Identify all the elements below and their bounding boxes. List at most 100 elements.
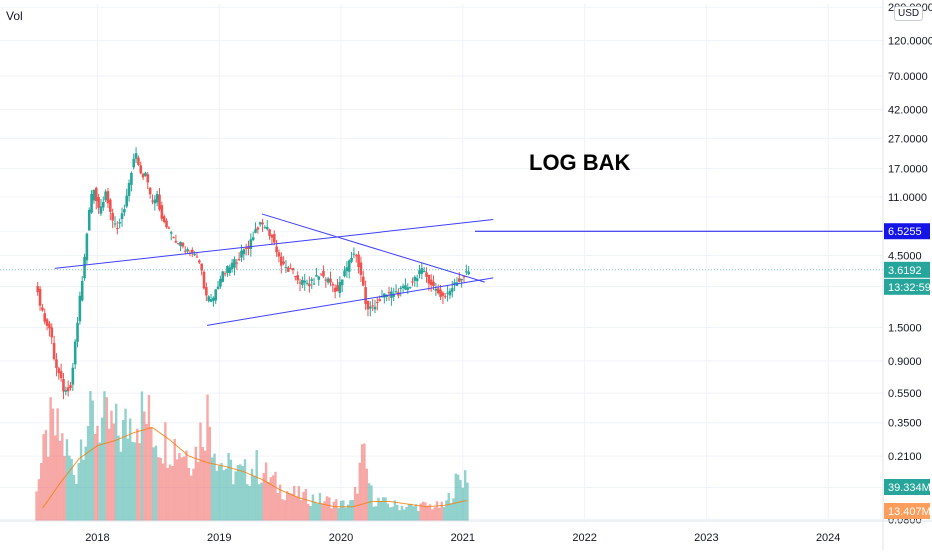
candle-body (36, 286, 40, 293)
candle-body (352, 253, 356, 255)
volume-bar (377, 497, 380, 521)
volume-bar (260, 482, 263, 521)
candle-body (193, 254, 196, 256)
volume-bar (171, 466, 174, 521)
y-tick-label: 0.3500 (888, 418, 922, 430)
volume-bar (300, 499, 303, 521)
volume-bar (129, 418, 132, 521)
candle-body (223, 273, 227, 275)
volume-bar (61, 433, 64, 521)
volume-bar (194, 446, 198, 521)
candle-body (137, 157, 140, 165)
candle-body (420, 268, 424, 274)
volume-bar (225, 468, 228, 521)
candle-body (169, 232, 173, 234)
volume-bar (126, 438, 130, 521)
candle-body (427, 274, 431, 284)
volume-bar (264, 462, 268, 521)
volume-bar (381, 497, 385, 521)
candle-body (425, 272, 428, 277)
candle-body (338, 282, 342, 294)
volume-bar (379, 501, 383, 521)
volume-bar (466, 482, 469, 521)
candle-body (101, 201, 105, 208)
volume-bar (445, 500, 448, 521)
volume-bar (119, 451, 123, 521)
volume-bar (309, 505, 312, 521)
current-price-tag-bg (884, 261, 930, 278)
candle-body (64, 390, 68, 392)
candle-body (134, 153, 138, 159)
volume-bar (374, 506, 378, 521)
volume-last-tag-bg (884, 479, 930, 495)
candle-body (312, 283, 316, 285)
volume-bar (138, 443, 141, 521)
candle-body (230, 262, 234, 269)
candle-body (251, 237, 255, 240)
x-tick-label: 2022 (572, 532, 596, 544)
volume-bar (360, 444, 364, 521)
volume-bar (281, 499, 284, 521)
candle-body (160, 205, 164, 219)
volume-bar (414, 504, 418, 521)
volume-bar (456, 474, 460, 521)
volume-bar (121, 420, 125, 521)
candle-body (116, 227, 119, 229)
volume-bar (211, 457, 214, 521)
volume-bar (255, 449, 258, 521)
volume-bar (103, 391, 106, 521)
candle-body (240, 250, 243, 258)
candle-body (141, 173, 145, 178)
currency-label[interactable]: USD (894, 6, 924, 21)
candle-body (165, 220, 168, 228)
volume-bar (168, 464, 172, 521)
volume-bar (70, 458, 73, 521)
candle-body (434, 289, 438, 291)
volume-indicator-label[interactable]: Vol (6, 9, 23, 23)
volume-bar (433, 507, 436, 521)
candle-body (183, 250, 187, 252)
candle-body (418, 270, 421, 275)
volume-bar (203, 450, 207, 521)
candle-body (376, 301, 379, 303)
candle-body (261, 222, 264, 225)
volume-bar (241, 466, 244, 521)
volume-bar (47, 456, 50, 521)
volume-bar (454, 473, 457, 521)
chart-annotation: LOG BAK (529, 150, 631, 175)
candle-body (153, 199, 157, 204)
candle-body (401, 286, 405, 289)
volume-bar (82, 459, 85, 521)
volume-bar (213, 453, 216, 521)
volume-bar (426, 505, 429, 521)
candle-body (62, 379, 65, 392)
volume-bar (182, 456, 186, 521)
volume-bar (208, 426, 212, 521)
volume-bar (215, 470, 219, 521)
volume-bar (35, 491, 38, 521)
candle-body (294, 276, 297, 278)
volume-bar (159, 457, 162, 521)
candle-body (263, 227, 267, 229)
x-tick-label: 2023 (694, 532, 718, 544)
volume-bar (353, 486, 357, 521)
candle-body (254, 229, 257, 233)
candle-body (364, 287, 367, 304)
candle-body (179, 242, 182, 247)
x-tick-label: 2021 (451, 532, 475, 544)
candle-body (176, 243, 180, 245)
volume-bar (405, 506, 408, 521)
volume-bar (276, 492, 279, 521)
volume-bar (206, 394, 209, 521)
volume-bar (185, 450, 188, 521)
candle-body (146, 174, 150, 183)
volume-bar (288, 492, 291, 521)
candle-body (59, 371, 63, 379)
candle-body (123, 209, 126, 213)
volume-bar (58, 440, 62, 521)
candle-body (279, 256, 283, 266)
volume-bar (63, 455, 66, 521)
volume-bar (393, 500, 397, 521)
